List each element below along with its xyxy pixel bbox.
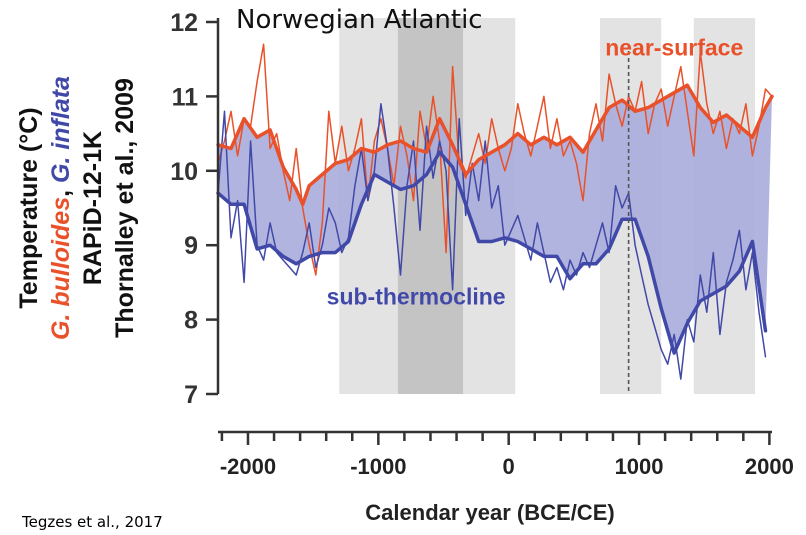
temperature-band (218, 85, 772, 354)
y-tick-label: 9 (184, 232, 198, 260)
x-tick-label: 0 (503, 454, 515, 479)
near-surface-smoothed-line (216, 83, 774, 207)
x-tick-label: -2000 (220, 454, 276, 479)
x-tick-label: 2000 (745, 454, 794, 479)
y-tick-label: 10 (170, 158, 198, 186)
y-axis-label-line-4: Thornalley et al., 2009 (111, 78, 139, 338)
credit-text: Tegzes et al., 2017 (21, 513, 163, 531)
x-axis-label: Calendar year (BCE/CE) (365, 500, 614, 525)
y-tick-label: 7 (184, 381, 198, 409)
chart-title: Norwegian Atlantic (236, 5, 483, 35)
x-tick-label: -1000 (350, 454, 406, 479)
y-axis: 7 8 9 10 11 12 (170, 9, 220, 409)
y-axis-label: Temperature (°C) G. bulloides, G. inflata… (15, 76, 139, 340)
y-tick-label: 11 (172, 83, 199, 111)
y-axis-label-line-3: RAPiD-12-1K (79, 131, 107, 285)
y-tick-label: 8 (184, 307, 198, 335)
y-axis-label-line-2: G. bulloides, G. inflata (47, 76, 75, 340)
sub-thermocline-annotation: sub-thermocline (327, 284, 506, 310)
near-surface-raw-line (217, 43, 773, 276)
near-surface-annotation: near-surface (605, 34, 743, 60)
y-axis-label-line-1: Temperature (°C) (15, 107, 43, 308)
x-tick-label: 1000 (615, 454, 664, 479)
series-lines (216, 43, 774, 380)
series-annotations: near-surface sub-thermocline (327, 34, 744, 309)
sub-thermocline-smoothed-line (216, 150, 768, 355)
y-tick-label: 12 (170, 9, 198, 37)
sub-thermocline-raw-line (217, 103, 767, 380)
x-axis: -2000 -1000 0 1000 2000 (218, 430, 794, 479)
